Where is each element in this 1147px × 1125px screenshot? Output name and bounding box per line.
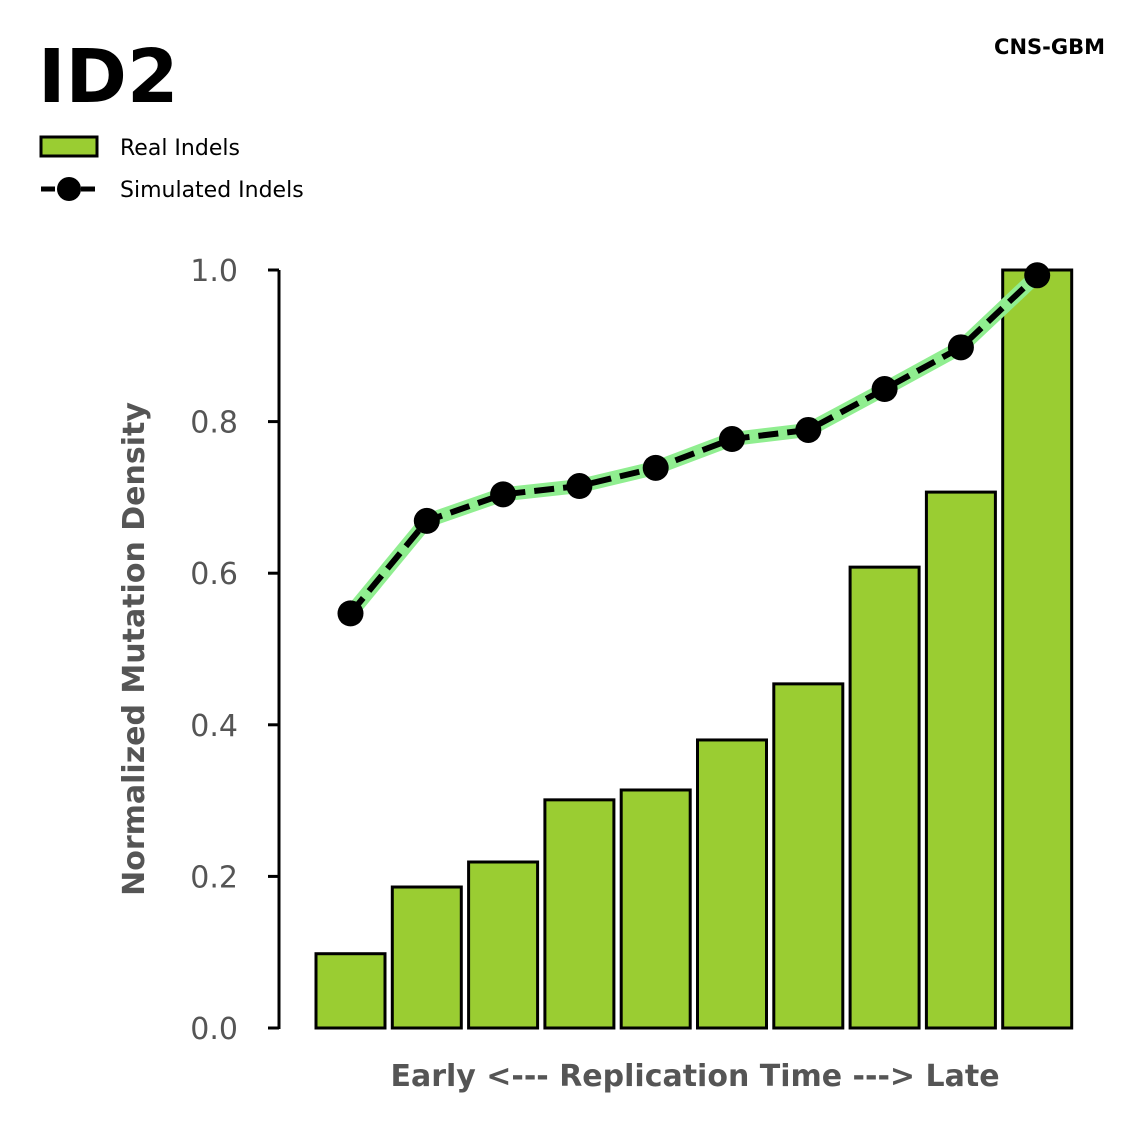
legend-label-real: Real Indels	[120, 136, 240, 161]
bar	[772, 682, 845, 1030]
simulated-point	[871, 376, 898, 403]
bars	[314, 268, 1074, 1030]
simulated-point	[413, 507, 440, 534]
bar	[848, 565, 921, 1030]
bar	[467, 860, 540, 1030]
chart-subtitle: CNS-GBM	[994, 35, 1105, 59]
simulated-point	[566, 473, 593, 500]
simulated-point	[337, 600, 364, 627]
chart-title: ID2	[38, 34, 178, 120]
simulated-series-line	[348, 273, 1040, 616]
y-axis: 0.0 0.2 0.4 0.6 0.8 1.0	[190, 254, 281, 1047]
x-axis-label: Early <--- Replication Time ---> Late	[390, 1059, 999, 1094]
simulated-point	[490, 481, 517, 508]
simulated-point	[1024, 262, 1051, 289]
bar	[924, 490, 997, 1030]
bar	[314, 952, 387, 1030]
legend-label-simulated: Simulated Indels	[120, 178, 304, 203]
legend-swatch-simulated-marker	[57, 177, 81, 201]
y-tick-label: 0.8	[190, 406, 238, 441]
y-tick-label: 0.2	[190, 860, 238, 895]
simulated-point	[795, 416, 822, 443]
bar	[619, 788, 692, 1030]
simulated-line	[337, 262, 1051, 627]
bar	[1001, 268, 1074, 1030]
simulated-point	[642, 454, 669, 481]
simulated-point	[719, 426, 745, 453]
y-axis-label: Normalized Mutation Density	[117, 402, 152, 896]
bar	[543, 798, 616, 1030]
y-tick-label: 0.0	[190, 1012, 238, 1047]
simulated-point	[947, 334, 974, 361]
y-tick-label: 0.4	[190, 709, 238, 744]
bar	[390, 885, 463, 1030]
legend-swatch-real	[39, 135, 99, 158]
legend: Real Indels Simulated Indels	[39, 135, 304, 203]
bar	[696, 738, 768, 1030]
y-tick-label: 1.0	[190, 254, 238, 289]
y-tick-label: 0.6	[190, 557, 238, 592]
